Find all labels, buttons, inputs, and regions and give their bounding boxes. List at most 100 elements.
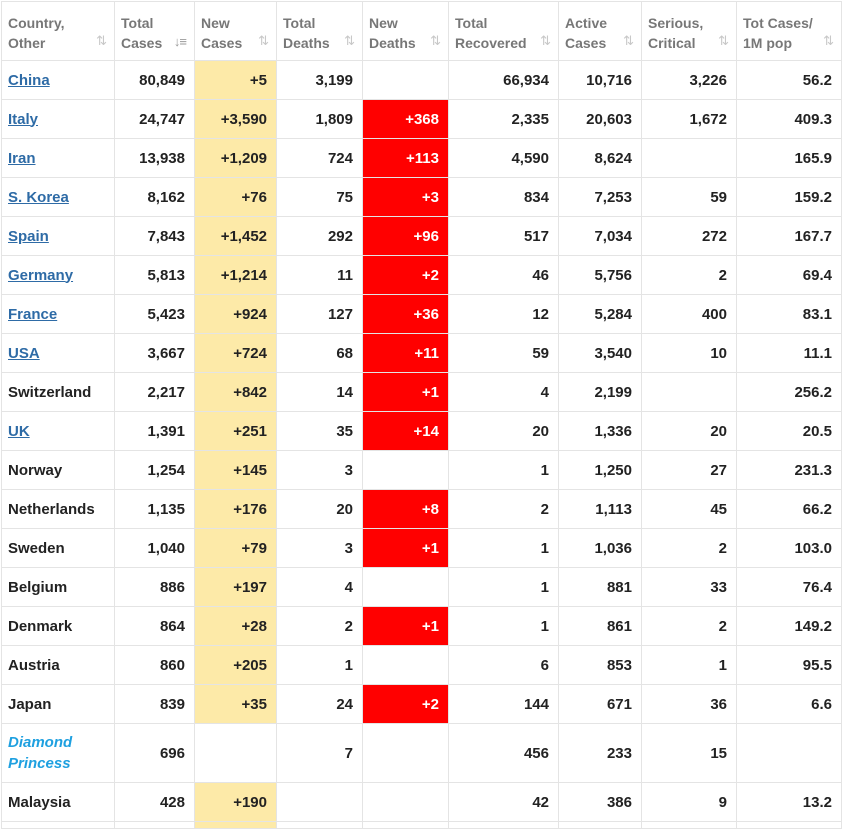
table-cell [276, 821, 363, 829]
country-link[interactable]: Iran [8, 149, 36, 167]
country-cell[interactable]: UK [1, 411, 115, 451]
serious-critical-cell: 272 [641, 216, 737, 256]
sort-arrows-icon[interactable]: ⇅ [718, 33, 729, 48]
cases-per-million-cell: 11.1 [736, 333, 842, 373]
active-cases-cell: 1,036 [558, 528, 642, 568]
cases-per-million-cell: 20.5 [736, 411, 842, 451]
country-link[interactable]: Italy [8, 110, 39, 128]
new-cases-cell: +1,209 [194, 138, 277, 178]
cases-per-million-cell: 76.4 [736, 567, 842, 607]
serious-critical-cell [641, 372, 737, 412]
country-name: Japan [8, 695, 52, 713]
sort-arrows-icon[interactable]: ⇅ [823, 33, 834, 48]
new-deaths-cell [362, 782, 449, 822]
total-recovered-cell: 4 [448, 372, 559, 412]
active-cases-cell: 1,336 [558, 411, 642, 451]
cases-per-million-cell: 95.5 [736, 645, 842, 685]
sort-arrows-icon[interactable]: ⇅ [258, 33, 269, 48]
column-header-cases-per-million[interactable]: Tot Cases/ 1M pop ⇅ [736, 1, 842, 61]
country-cell[interactable]: USA [1, 333, 115, 373]
total-recovered-cell: 834 [448, 177, 559, 217]
active-cases-cell: 2,199 [558, 372, 642, 412]
total-cases-cell: 860 [114, 645, 195, 685]
new-deaths-cell [362, 450, 449, 490]
total-cases-cell: 696 [114, 723, 195, 783]
country-link[interactable]: Diamond Princess [8, 734, 73, 772]
country-link[interactable]: USA [8, 344, 40, 362]
total-recovered-cell: 2,335 [448, 99, 559, 139]
total-deaths-cell: 2 [276, 606, 363, 646]
table-row: Japan 839 +35 24 +2 144 671 36 6.6 [1, 684, 842, 724]
active-cases-cell: 20,603 [558, 99, 642, 139]
total-cases-cell: 8,162 [114, 177, 195, 217]
country-link[interactable]: S. Korea [8, 188, 69, 206]
new-cases-cell [194, 723, 277, 783]
new-cases-cell: +924 [194, 294, 277, 334]
new-cases-cell: +5 [194, 60, 277, 100]
table-row: Netherlands 1,135 +176 20 +8 2 1,113 45 66.2 [1, 489, 842, 529]
table-row: Switzerland 2,217 +842 14 +1 4 2,199 256.2 [1, 372, 842, 412]
column-header-serious-critical[interactable]: Serious, Critical ⇅ [641, 1, 737, 61]
new-deaths-cell: +11 [362, 333, 449, 373]
country-cell[interactable]: Italy [1, 99, 115, 139]
column-header-total-deaths[interactable]: Total Deaths ⇅ [276, 1, 363, 61]
sort-arrows-icon[interactable]: ⇅ [96, 33, 107, 48]
total-deaths-cell [276, 782, 363, 822]
country-link[interactable]: Germany [8, 266, 74, 284]
country-name: Sweden [8, 539, 65, 557]
country-cell: Norway [1, 450, 115, 490]
serious-critical-cell: 3,226 [641, 60, 737, 100]
country-cell: Switzerland [1, 372, 115, 412]
column-header-active-cases[interactable]: Active Cases ⇅ [558, 1, 642, 61]
sort-arrows-icon[interactable]: ⇅ [623, 33, 634, 48]
total-deaths-cell: 3,199 [276, 60, 363, 100]
total-recovered-cell: 1 [448, 606, 559, 646]
country-cell: Diamond Princess [1, 723, 115, 783]
table-cell [114, 821, 195, 829]
total-deaths-cell: 11 [276, 255, 363, 295]
new-deaths-cell: +113 [362, 138, 449, 178]
column-header-new-deaths[interactable]: New Deaths ⇅ [362, 1, 449, 61]
sort-arrows-icon[interactable]: ⇅ [430, 33, 441, 48]
new-cases-cell: +251 [194, 411, 277, 451]
country-cell[interactable]: China [1, 60, 115, 100]
country-link[interactable]: UK [8, 422, 30, 440]
active-cases-cell: 233 [558, 723, 642, 783]
column-header-label: Active Cases [565, 15, 608, 51]
active-cases-cell: 7,253 [558, 177, 642, 217]
sort-descending-icon[interactable]: ↓≡ [173, 34, 187, 49]
column-header-label: Country, Other [8, 15, 65, 51]
column-header-new-cases[interactable]: New Cases ⇅ [194, 1, 277, 61]
total-recovered-cell: 144 [448, 684, 559, 724]
column-header-total-cases[interactable]: Total Cases ↓≡ [114, 1, 195, 61]
country-cell: Japan [1, 684, 115, 724]
active-cases-cell: 5,756 [558, 255, 642, 295]
country-cell[interactable]: S. Korea [1, 177, 115, 217]
cases-per-million-cell [736, 723, 842, 783]
new-deaths-cell [362, 645, 449, 685]
country-link[interactable]: France [8, 305, 58, 323]
column-header-label: New Deaths [369, 15, 416, 51]
country-cell[interactable]: Iran [1, 138, 115, 178]
total-deaths-cell: 35 [276, 411, 363, 451]
table-row: Norway 1,254 +145 3 1 1,250 27 231.3 [1, 450, 842, 490]
country-link[interactable]: Spain [8, 227, 49, 245]
table-row: Spain 7,843 +1,452 292 +96 517 7,034 272 167.7 [1, 216, 842, 256]
new-cases-cell: +724 [194, 333, 277, 373]
new-cases-cell: +197 [194, 567, 277, 607]
new-deaths-cell: +1 [362, 606, 449, 646]
column-header-country[interactable]: Country, Other ⇅ [1, 1, 115, 61]
country-cell[interactable]: Germany [1, 255, 115, 295]
table-row: Belgium 886 +197 4 1 881 33 76.4 [1, 567, 842, 607]
sort-arrows-icon[interactable]: ⇅ [540, 33, 551, 48]
serious-critical-cell: 1 [641, 645, 737, 685]
new-cases-cell: +1,214 [194, 255, 277, 295]
table-cell [448, 821, 559, 829]
sort-arrows-icon[interactable]: ⇅ [344, 33, 355, 48]
country-cell[interactable]: France [1, 294, 115, 334]
country-link[interactable]: China [8, 71, 50, 89]
new-cases-cell: +35 [194, 684, 277, 724]
table-cell [1, 821, 115, 829]
column-header-total-recovered[interactable]: Total Recovered ⇅ [448, 1, 559, 61]
country-cell[interactable]: Spain [1, 216, 115, 256]
